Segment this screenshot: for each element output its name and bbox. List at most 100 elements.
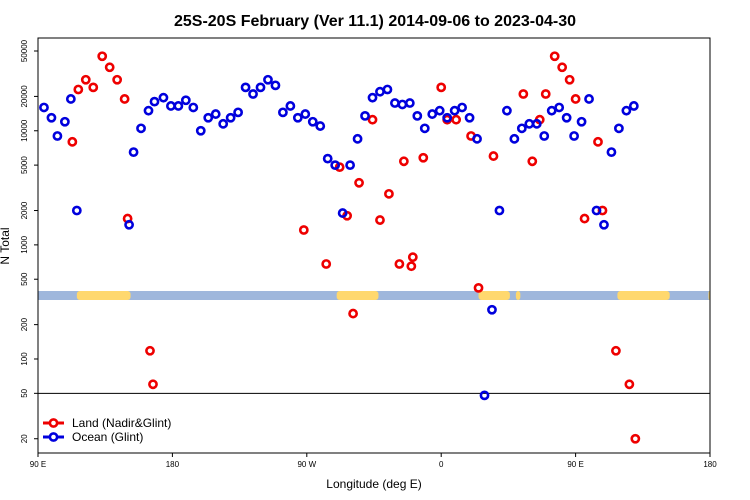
y-tick-label: 20 — [20, 434, 29, 443]
ocean-point — [479, 390, 490, 401]
land-band-segment — [515, 291, 521, 300]
ocean-point — [128, 147, 139, 158]
land-point — [67, 136, 78, 147]
ocean-point — [584, 94, 594, 104]
ocean-point — [315, 121, 326, 131]
ocean-point — [404, 98, 415, 108]
ocean-series — [39, 74, 639, 401]
ocean-point — [509, 133, 520, 144]
ocean-point — [285, 101, 296, 111]
ocean-point — [71, 205, 82, 216]
ocean-point — [345, 160, 356, 171]
ocean-point — [52, 131, 63, 141]
land-point — [557, 62, 568, 73]
ocean-point — [367, 92, 378, 103]
x-tick-label: 0 — [439, 460, 444, 469]
y-tick-label: 10000 — [20, 119, 29, 142]
land-point — [406, 261, 417, 272]
y-tick-label: 100 — [20, 352, 29, 366]
ocean-point — [352, 133, 363, 144]
ocean-point — [240, 82, 251, 93]
land-point — [104, 62, 115, 73]
land-point — [384, 188, 394, 199]
land-point — [407, 252, 418, 263]
ocean-point — [382, 84, 393, 95]
ocean-point — [180, 95, 191, 106]
land-band-segment — [617, 291, 670, 300]
land-point — [375, 215, 385, 225]
land-point — [354, 177, 364, 188]
ocean-point — [322, 153, 333, 164]
ocean-point — [546, 105, 557, 116]
ocean-point — [569, 131, 580, 141]
ocean-point — [487, 304, 497, 315]
land-point — [549, 51, 560, 62]
land-point — [298, 225, 309, 235]
ocean-point — [502, 105, 512, 116]
ocean-point — [472, 133, 482, 144]
land-point — [518, 89, 529, 99]
land-point — [73, 84, 84, 95]
ocean-point — [233, 107, 244, 118]
ocean-point — [412, 110, 423, 121]
ocean-point — [434, 105, 445, 116]
ocean-point — [494, 205, 505, 216]
land-point — [473, 282, 484, 293]
ocean-point — [278, 107, 288, 118]
ocean-point — [539, 131, 550, 141]
y-tick-label: 5000 — [20, 156, 29, 174]
ocean-point — [442, 112, 453, 123]
ocean-point — [554, 102, 565, 113]
ocean-point — [255, 82, 266, 93]
ocean-point — [524, 118, 535, 129]
ocean-point — [375, 86, 385, 97]
chart-title: 25S-20S February (Ver 11.1) 2014-09-06 t… — [174, 13, 576, 30]
ocean-point — [576, 116, 587, 127]
land-band-segment — [478, 291, 510, 300]
ocean-point — [39, 102, 49, 113]
ocean-point — [449, 105, 460, 116]
land-point — [148, 379, 158, 390]
ocean-point — [218, 118, 229, 129]
data-points — [39, 51, 641, 444]
ocean-point — [143, 105, 154, 116]
ocean-point — [337, 208, 348, 218]
legend-marker — [48, 432, 59, 442]
land-point — [119, 94, 130, 104]
x-tick-label: 180 — [166, 460, 180, 469]
ocean-point — [360, 110, 370, 121]
y-tick-label: 500 — [20, 272, 29, 286]
y-axis: 20 50 100 200 500 1000 2000 5000 10000 20000 50000 — [20, 39, 38, 443]
land-band-segment — [76, 291, 131, 300]
ocean-point — [46, 112, 57, 123]
land-point — [97, 51, 108, 62]
land-band-segment — [336, 291, 379, 300]
land-point — [398, 156, 409, 167]
ocean-point — [210, 109, 221, 119]
land-point — [624, 379, 635, 390]
ocean-point — [457, 102, 468, 113]
land-point — [579, 213, 590, 224]
ocean-point — [397, 99, 408, 110]
ocean-point — [307, 116, 318, 127]
x-tick-label: 90 E — [567, 460, 583, 469]
ocean-point — [59, 116, 70, 127]
ocean-point — [292, 112, 303, 123]
land-point — [394, 259, 405, 269]
ocean-point — [136, 123, 146, 134]
geography-band — [38, 291, 710, 300]
ocean-point — [158, 92, 169, 103]
x-tick-label: 90 W — [297, 460, 316, 469]
ocean-point — [149, 96, 160, 107]
ocean-point — [591, 205, 602, 216]
y-axis-label: N Total — [0, 227, 12, 264]
ocean-point — [419, 123, 430, 134]
x-tick-label: 90 E — [30, 460, 46, 469]
land-series — [67, 51, 641, 444]
land-point — [593, 136, 603, 147]
plot-frame — [37, 37, 711, 454]
ocean-point — [531, 118, 542, 129]
land-point — [611, 345, 621, 356]
y-tick-label: 20000 — [20, 85, 29, 108]
